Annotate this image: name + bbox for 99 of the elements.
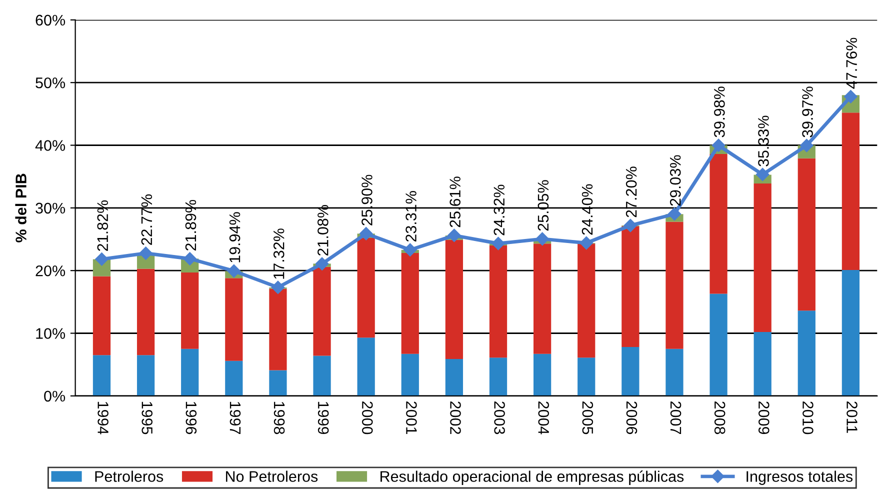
point: [404, 243, 417, 256]
point: [844, 90, 858, 104]
x-tick-label: 2005: [582, 402, 594, 434]
data-label: 24.32%: [494, 184, 505, 236]
bar: [269, 288, 287, 370]
data-label: 25.05%: [538, 180, 549, 231]
point: [624, 218, 638, 232]
bar: [225, 278, 243, 361]
bar: [357, 338, 375, 396]
point: [756, 168, 770, 182]
point: [448, 228, 461, 242]
bar: [445, 240, 464, 359]
bar: [622, 226, 640, 348]
bar: [842, 270, 860, 396]
data-label: 29.03%: [670, 155, 681, 206]
bar: [842, 112, 860, 270]
point: [139, 246, 152, 260]
data-label: 19.94%: [229, 212, 240, 262]
x-tick-label: 2011: [846, 402, 858, 433]
y-tick-label: 10%: [36, 328, 66, 339]
point: [668, 207, 682, 221]
point: [536, 232, 549, 246]
legend-label: No Petroleros: [226, 470, 318, 482]
point: [95, 252, 108, 266]
bar: [401, 253, 419, 354]
bar: [754, 183, 772, 332]
bar: [313, 266, 331, 356]
bar: [225, 360, 243, 396]
data-label: 39.98%: [714, 86, 725, 138]
bar: [136, 355, 155, 396]
bar: [754, 332, 772, 396]
bar: [92, 355, 111, 396]
bar: [666, 222, 684, 349]
x-tick-label: 2010: [802, 402, 814, 434]
point: [580, 236, 593, 250]
point: [227, 264, 240, 278]
x-tick-label: 2004: [538, 402, 550, 434]
y-tick-label: 20%: [36, 265, 66, 276]
bar: [622, 347, 640, 396]
y-axis-title: % del PIB: [15, 174, 26, 242]
y-tick-label: 0%: [44, 390, 66, 402]
y-tick-label: 30%: [36, 202, 66, 214]
point: [492, 236, 505, 250]
x-tick-label: 2002: [450, 402, 461, 434]
legend-label: Ingresos totales: [746, 470, 853, 485]
point: [800, 138, 814, 152]
bar: [489, 358, 508, 396]
data-label: 25.61%: [450, 176, 460, 228]
bar: [534, 354, 552, 396]
x-tick-label: 2007: [670, 402, 682, 434]
data-label: 17.32%: [273, 228, 284, 279]
point: [315, 257, 329, 270]
bar: [313, 356, 331, 396]
bar: [92, 276, 111, 356]
y-tick-label: 50%: [36, 77, 66, 88]
bar: [710, 154, 728, 294]
data-label: 21.89%: [185, 200, 196, 250]
data-label: 22.77%: [141, 194, 152, 245]
bar: [401, 354, 419, 396]
x-tick-label: 2009: [758, 402, 770, 434]
x-tick-label: 1995: [142, 402, 153, 434]
data-label: 35.33%: [758, 116, 769, 166]
bar: [798, 310, 816, 396]
legend-label: Petroleros: [95, 470, 164, 482]
bar: [269, 370, 287, 396]
bar: [181, 272, 199, 349]
x-tick-label: 2001: [406, 402, 417, 434]
x-tick-label: 1994: [98, 402, 108, 434]
x-tick-label: 2006: [626, 402, 638, 434]
y-tick-label: 60%: [36, 14, 66, 26]
data-label: 27.20%: [626, 166, 637, 218]
x-tick-label: 2008: [714, 402, 726, 434]
bar: [136, 268, 155, 356]
bar: [357, 238, 375, 338]
bar: [798, 158, 816, 311]
bar: [181, 348, 199, 396]
x-tick-label: 1996: [186, 402, 197, 434]
data-label: 21.08%: [318, 205, 328, 256]
bar: [534, 244, 552, 354]
x-tick-label: 1997: [230, 402, 241, 434]
point: [271, 280, 285, 294]
data-label: 39.97%: [802, 86, 813, 138]
data-label: 21.82%: [97, 200, 108, 251]
bar: [578, 358, 596, 396]
bar: [666, 348, 684, 396]
x-tick-label: 1998: [274, 402, 285, 434]
bar: [489, 246, 508, 358]
x-tick-label: 2000: [362, 402, 373, 434]
x-tick-label: 1999: [318, 402, 329, 434]
y-tick-label: 40%: [35, 140, 66, 151]
bar: [578, 244, 596, 358]
bar: [710, 294, 728, 396]
legend-label: Resultado operacional de empresas públicas: [380, 470, 684, 485]
x-tick-label: 2003: [494, 402, 505, 434]
data-label: 25.90%: [362, 174, 372, 226]
point: [712, 138, 726, 152]
point: [359, 227, 373, 240]
data-label: 47.76%: [846, 38, 858, 89]
bar: [445, 358, 464, 396]
